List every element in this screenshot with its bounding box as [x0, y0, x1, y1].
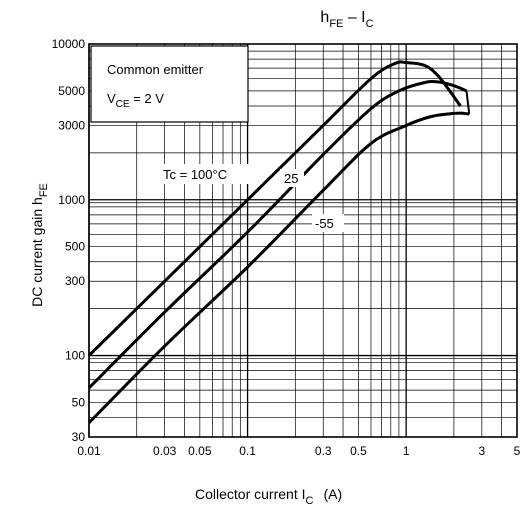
- grid-major: [88, 44, 517, 437]
- annotation-25: 25: [284, 171, 298, 186]
- x-tick-label: 0.01: [77, 444, 101, 458]
- legend-line2: VCE = 2 V: [107, 91, 164, 110]
- x-tick-label: 1: [403, 444, 410, 458]
- x-tick-label: 0.05: [188, 444, 212, 458]
- series-layer: [87, 60, 471, 424]
- x-axis-label: Collector current IC (A): [195, 486, 342, 507]
- x-tick-label: 0.3: [315, 444, 332, 458]
- x-tick-label: 3: [478, 444, 485, 458]
- annotation-55-bg: [312, 214, 344, 232]
- x-tick-label: 5: [514, 444, 521, 458]
- legend-box: [90, 45, 249, 123]
- chart-title: hFE – IC: [320, 9, 373, 30]
- y-tick-label: 100: [65, 349, 85, 363]
- title-main: h: [320, 9, 329, 26]
- annotation-55: -55: [315, 216, 334, 231]
- x-tick-label: 0.5: [350, 444, 367, 458]
- y-tick-label: 5000: [58, 84, 85, 98]
- x-tick-label: 0.1: [239, 444, 256, 458]
- x-tick-labels: 0.01 0.03 0.05 0.1 0.3 0.5 1 3 5: [77, 444, 520, 458]
- title-dash: – I: [343, 9, 365, 26]
- y-tick-label: 1000: [58, 193, 85, 207]
- y-axis-label: DC current gain hFE: [29, 183, 50, 307]
- series-line-3: [87, 111, 470, 424]
- y-tick-label: 10000: [52, 37, 86, 51]
- title-sub2: C: [366, 18, 374, 30]
- y-tick-label: 500: [65, 240, 85, 254]
- annotations: Tc = 100°C 25 -55: [158, 164, 344, 232]
- y-tick-label: 300: [65, 274, 85, 288]
- annotation-100-bg: [158, 164, 262, 184]
- y-tick-label: 30: [72, 430, 86, 444]
- legend-line1: Common emitter: [107, 62, 204, 77]
- y-tick-label: 50: [72, 395, 86, 409]
- y-tick-label: 3000: [58, 118, 85, 132]
- annotation-100: Tc = 100°C: [163, 167, 227, 182]
- annotation-25-bg: [280, 169, 304, 187]
- series-end-cap: [465, 90, 471, 115]
- series-line-2: [87, 80, 468, 389]
- series-line-1: [87, 60, 462, 357]
- title-sub1: FE: [329, 18, 343, 30]
- y-tick-labels: 30 50 100 300 500 1000 3000 5000 10000: [52, 37, 86, 444]
- plot-frame: [88, 43, 518, 438]
- x-tick-label: 0.03: [153, 444, 177, 458]
